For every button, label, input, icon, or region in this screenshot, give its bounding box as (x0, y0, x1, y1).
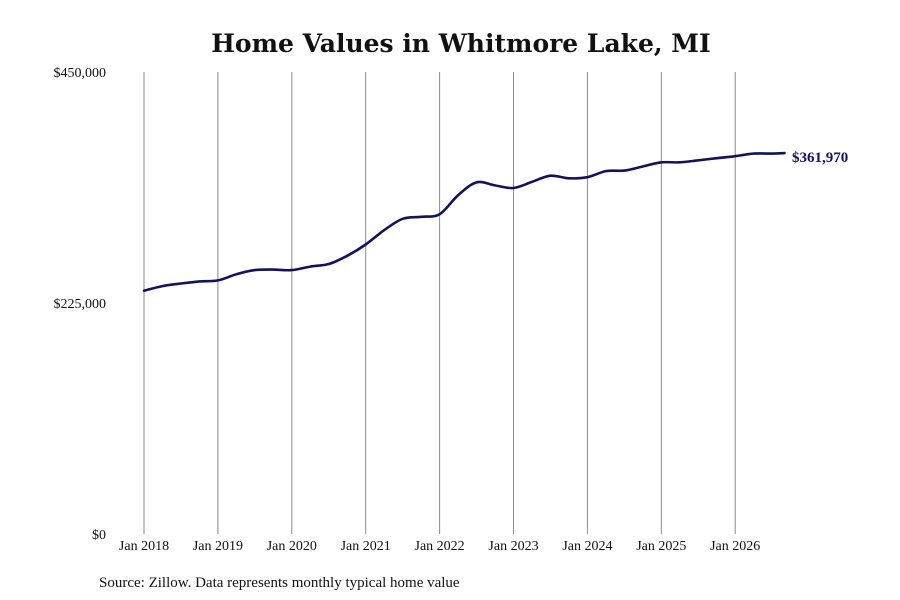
x-tick-label: Jan 2024 (562, 539, 612, 554)
end-value-label: $361,970 (792, 150, 848, 166)
x-tick-label: Jan 2020 (267, 539, 317, 554)
x-tick-label: Jan 2018 (119, 539, 169, 554)
y-tick-label: $450,000 (54, 66, 107, 81)
x-tick-label: Jan 2022 (415, 539, 465, 554)
x-tick-label: Jan 2026 (710, 539, 760, 554)
source-note: Source: Zillow. Data represents monthly … (99, 575, 460, 591)
series-line (142, 151, 786, 292)
x-tick-label: Jan 2019 (193, 539, 243, 554)
chart-title: Home Values in Whitmore Lake, MI (211, 29, 710, 58)
y-axis-ticks: $0 $225,000 $450,000 (54, 66, 107, 543)
x-axis-ticks: Jan 2018 Jan 2019 Jan 2020 Jan 2021 Jan 2022… (119, 539, 760, 554)
x-tick-label: Jan 2023 (488, 539, 538, 554)
y-tick-label: $225,000 (54, 297, 107, 312)
x-tick-label: Jan 2025 (636, 539, 686, 554)
x-tick-label: Jan 2021 (341, 539, 391, 554)
grid-lines (143, 72, 736, 534)
y-tick-label: $0 (92, 528, 106, 543)
